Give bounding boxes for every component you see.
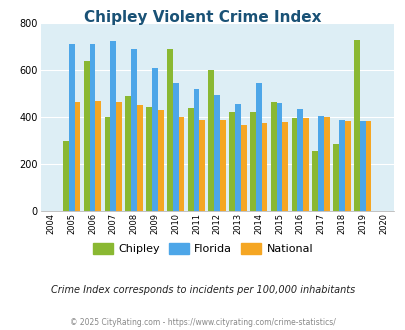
Text: Crime Index corresponds to incidents per 100,000 inhabitants: Crime Index corresponds to incidents per…	[51, 285, 354, 295]
Bar	[178, 117, 184, 211]
Bar	[69, 44, 75, 211]
Bar	[364, 121, 371, 211]
Bar	[318, 116, 323, 211]
Bar	[214, 95, 220, 211]
Bar	[208, 70, 214, 211]
Bar	[282, 122, 288, 211]
Text: © 2025 CityRating.com - https://www.cityrating.com/crime-statistics/: © 2025 CityRating.com - https://www.city…	[70, 318, 335, 327]
Bar	[297, 109, 303, 211]
Bar	[338, 119, 344, 211]
Text: Chipley Violent Crime Index: Chipley Violent Crime Index	[84, 10, 321, 25]
Bar	[276, 103, 282, 211]
Bar	[187, 108, 193, 211]
Bar	[359, 121, 364, 211]
Bar	[229, 113, 234, 211]
Bar	[172, 83, 178, 211]
Bar	[193, 89, 199, 211]
Bar	[63, 141, 69, 211]
Bar	[249, 113, 255, 211]
Bar	[116, 102, 122, 211]
Bar	[75, 102, 80, 211]
Bar	[83, 61, 90, 211]
Bar	[125, 96, 131, 211]
Bar	[240, 125, 246, 211]
Bar	[110, 41, 116, 211]
Bar	[146, 107, 151, 211]
Bar	[353, 40, 359, 211]
Bar	[90, 44, 95, 211]
Bar	[333, 144, 338, 211]
Legend: Chipley, Florida, National: Chipley, Florida, National	[88, 239, 317, 258]
Bar	[255, 83, 261, 211]
Bar	[220, 119, 225, 211]
Bar	[344, 121, 350, 211]
Bar	[199, 119, 205, 211]
Bar	[158, 110, 163, 211]
Bar	[136, 105, 143, 211]
Bar	[291, 118, 297, 211]
Bar	[151, 68, 158, 211]
Bar	[234, 104, 240, 211]
Bar	[95, 101, 101, 211]
Bar	[323, 117, 329, 211]
Bar	[261, 123, 267, 211]
Bar	[270, 102, 276, 211]
Bar	[104, 117, 110, 211]
Bar	[166, 49, 172, 211]
Bar	[131, 49, 136, 211]
Bar	[311, 151, 318, 211]
Bar	[303, 118, 308, 211]
